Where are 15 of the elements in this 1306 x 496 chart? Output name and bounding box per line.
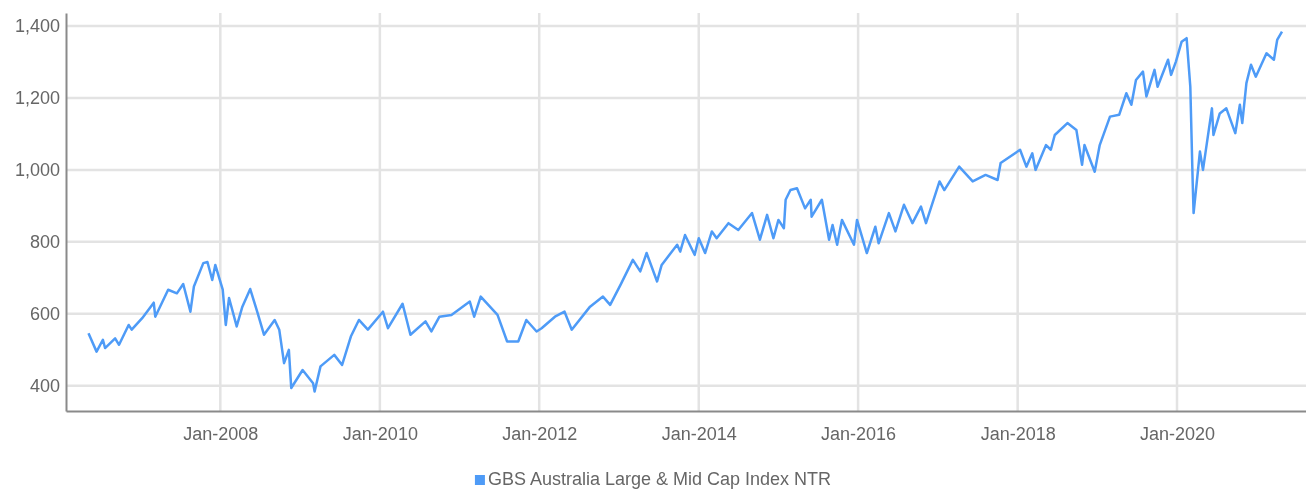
y-tick-label: 1,000: [14, 160, 60, 181]
x-tick-label: Jan-2020: [1139, 423, 1216, 444]
y-tick-label: 800: [29, 232, 60, 253]
x-tick-label: Jan-2016: [821, 423, 897, 444]
x-tick-label: Jan-2010: [342, 423, 418, 444]
y-tick-label: 600: [29, 304, 60, 325]
y-tick-label: 1,400: [14, 16, 60, 37]
line-series: [87, 30, 1284, 393]
x-tick-label: Jan-2008: [183, 423, 259, 444]
y-tick-label: 1,200: [14, 88, 60, 109]
x-tick-label: Jan-2018: [980, 423, 1056, 444]
x-tick-label: Jan-2014: [661, 423, 737, 444]
x-tick-label: Jan-2012: [502, 423, 578, 444]
y-tick-label: 400: [29, 376, 60, 397]
legend-label: GBS Australia Large & Mid Cap Index NTR: [487, 469, 832, 489]
